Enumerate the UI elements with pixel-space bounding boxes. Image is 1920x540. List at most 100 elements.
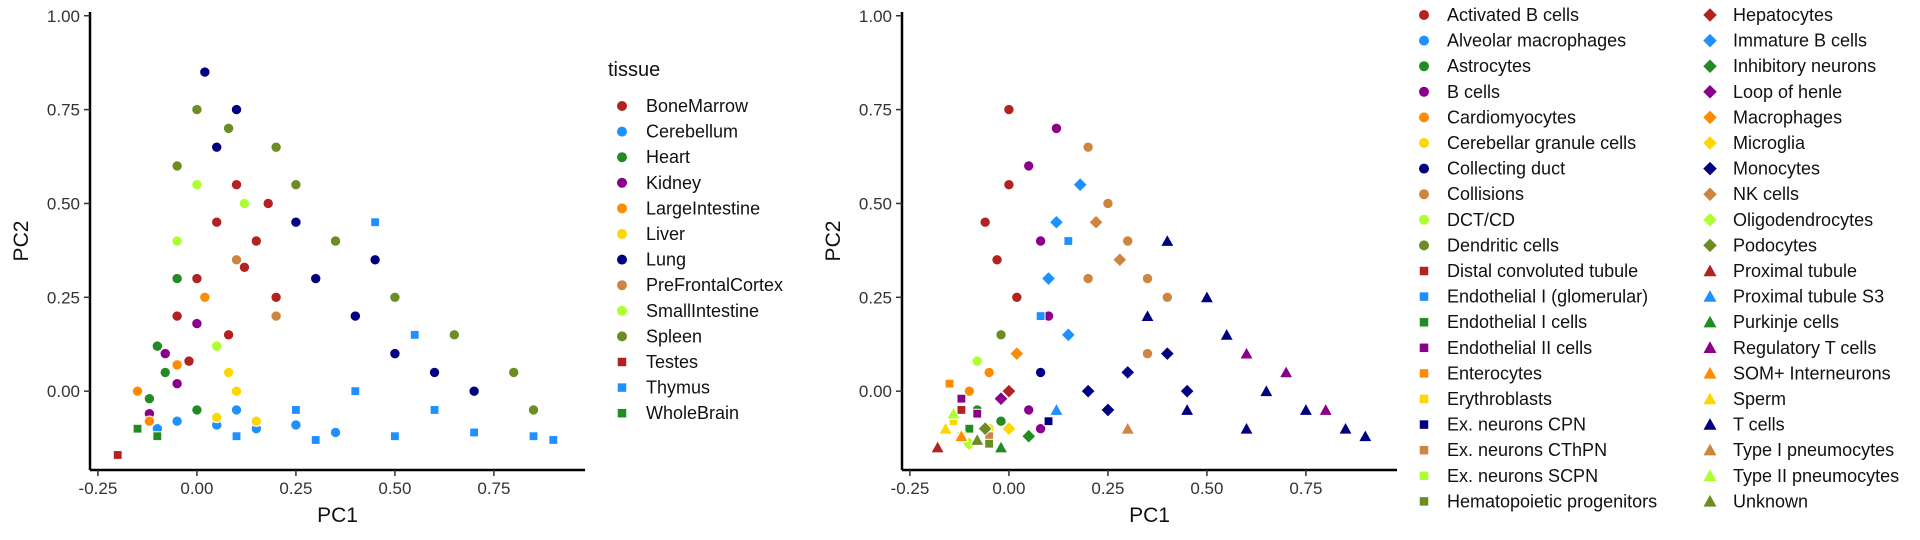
data-point xyxy=(1080,383,1096,399)
data-point xyxy=(1001,383,1017,399)
legend-key xyxy=(1703,8,1717,22)
data-point xyxy=(1278,364,1294,379)
legend-key xyxy=(1419,369,1429,378)
x-axis-label: PC1 xyxy=(317,504,358,527)
data-point xyxy=(1001,420,1017,437)
data-point xyxy=(956,405,967,415)
x-tick-label: 0.00 xyxy=(180,479,213,498)
data-point xyxy=(230,103,243,116)
legend-key xyxy=(1419,343,1429,353)
legend-label: Collecting duct xyxy=(1447,159,1565,179)
data-point xyxy=(1050,122,1063,135)
x-tick-label: -0.25 xyxy=(79,479,118,498)
data-point xyxy=(1060,327,1077,343)
data-point xyxy=(971,355,983,367)
y-tick-label: 0.50 xyxy=(859,194,892,213)
data-point xyxy=(183,355,195,367)
data-point xyxy=(349,310,362,322)
data-point xyxy=(389,347,401,360)
data-point xyxy=(1119,364,1136,381)
legend-key xyxy=(1419,61,1429,72)
legend-label: PreFrontalCortex xyxy=(646,275,783,295)
legend-label: Proximal tubule xyxy=(1733,261,1857,281)
data-point xyxy=(270,291,282,304)
data-point xyxy=(152,431,163,442)
legend-label: Cerebellum xyxy=(646,122,738,142)
data-point xyxy=(222,366,235,379)
legend-key xyxy=(1419,163,1429,174)
legend-label: Unknown xyxy=(1733,491,1808,511)
legend-label: NK cells xyxy=(1733,184,1799,204)
data-point xyxy=(191,317,203,330)
legend-key xyxy=(1703,315,1717,328)
legend-key xyxy=(1703,33,1717,48)
y-tick-label: 0.00 xyxy=(859,382,892,401)
data-point xyxy=(1034,423,1047,435)
data-point xyxy=(250,415,263,427)
legend-label: Dendritic cells xyxy=(1447,235,1559,255)
legend-key xyxy=(1419,138,1429,148)
legend-label: WholeBrain xyxy=(646,403,739,423)
legend-key xyxy=(1419,214,1429,225)
data-point xyxy=(389,291,401,304)
x-tick-label: 0.75 xyxy=(1289,479,1322,498)
x-tick-label: 0.00 xyxy=(992,479,1025,498)
legend-key xyxy=(617,229,627,239)
legend-label: Monocytes xyxy=(1733,159,1820,179)
legend-key xyxy=(617,305,627,316)
x-tick-label: 0.50 xyxy=(378,479,411,498)
legend-label: SOM+ Interneurons xyxy=(1733,363,1891,383)
legend-key xyxy=(617,203,627,214)
data-point xyxy=(429,405,440,415)
legend-label: Oligodendrocytes xyxy=(1733,210,1873,230)
legend-key xyxy=(1419,420,1429,429)
data-point xyxy=(290,419,302,431)
data-point xyxy=(270,310,282,322)
legend-key xyxy=(1419,317,1429,327)
legend-key xyxy=(1703,264,1717,277)
data-point xyxy=(956,393,967,404)
data-point xyxy=(211,340,223,352)
x-tick-label: -0.25 xyxy=(891,479,930,498)
legend-label: Ex. neurons CPN xyxy=(1447,415,1586,435)
left-panel: -0.25 0.00 0.25 0.50 0.75 0.00 0.25 0.50 0.75 1.0… xyxy=(10,7,585,527)
y-tick-label: 0.50 xyxy=(47,194,80,213)
cell-type-legend: Activated B cells Alveolar macrophages Ast… xyxy=(1419,5,1899,511)
legend-label: Lung xyxy=(646,250,686,270)
data-point xyxy=(270,141,282,153)
data-point xyxy=(1063,236,1074,246)
legend-key xyxy=(1419,497,1429,506)
data-point xyxy=(1179,402,1195,416)
data-point xyxy=(222,122,235,135)
data-point xyxy=(991,254,1003,266)
legend-label: Purkinje cells xyxy=(1733,312,1839,332)
data-point xyxy=(230,178,243,191)
legend-label: Testes xyxy=(646,352,698,372)
data-point xyxy=(937,420,954,435)
legend-key xyxy=(1703,136,1717,150)
tissue-legend: tissue BoneMarrow Cerebellum Heart Kidney Lar… xyxy=(608,59,783,423)
data-point xyxy=(310,272,322,285)
data-point xyxy=(1048,402,1065,416)
data-point xyxy=(191,272,203,285)
legend-label: Astrocytes xyxy=(1447,56,1531,76)
legend-label: Type I pneumocytes xyxy=(1733,440,1894,460)
legend-label: Thymus xyxy=(646,378,710,398)
data-point xyxy=(171,235,183,247)
legend-key xyxy=(1703,59,1717,73)
legend-label: Hepatocytes xyxy=(1733,5,1833,25)
legend-key xyxy=(617,383,627,392)
y-tick-label: 0.75 xyxy=(859,101,892,120)
legend-key xyxy=(1419,445,1429,455)
legend-label: T cells xyxy=(1733,415,1785,435)
legend-key xyxy=(617,331,627,342)
data-point xyxy=(1082,141,1094,153)
legend-label: Podocytes xyxy=(1733,235,1817,255)
data-point xyxy=(1034,235,1047,247)
data-point xyxy=(1161,291,1174,304)
legend-key xyxy=(1419,292,1429,301)
data-point xyxy=(250,235,263,247)
legend-label: Type II pneumocytes xyxy=(1733,466,1899,486)
data-point xyxy=(199,291,211,304)
legend-label: Spleen xyxy=(646,326,702,346)
